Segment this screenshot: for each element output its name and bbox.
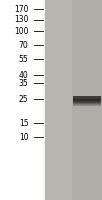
FancyBboxPatch shape [45,0,72,200]
Text: 130: 130 [14,16,29,24]
FancyBboxPatch shape [73,100,101,101]
Text: 35: 35 [19,78,29,88]
FancyBboxPatch shape [73,105,101,106]
FancyBboxPatch shape [73,101,101,102]
FancyBboxPatch shape [73,96,101,101]
Text: 25: 25 [19,95,29,104]
FancyBboxPatch shape [73,102,101,103]
Text: 70: 70 [19,40,29,49]
FancyBboxPatch shape [0,0,43,200]
FancyBboxPatch shape [73,99,101,101]
FancyBboxPatch shape [73,103,101,104]
Text: 40: 40 [19,71,29,79]
Text: 100: 100 [14,26,29,36]
FancyBboxPatch shape [72,0,102,200]
FancyBboxPatch shape [73,104,101,105]
Text: 55: 55 [19,54,29,64]
Text: 170: 170 [14,4,29,14]
Text: 15: 15 [19,118,29,128]
Text: 10: 10 [19,133,29,142]
FancyBboxPatch shape [73,98,101,100]
